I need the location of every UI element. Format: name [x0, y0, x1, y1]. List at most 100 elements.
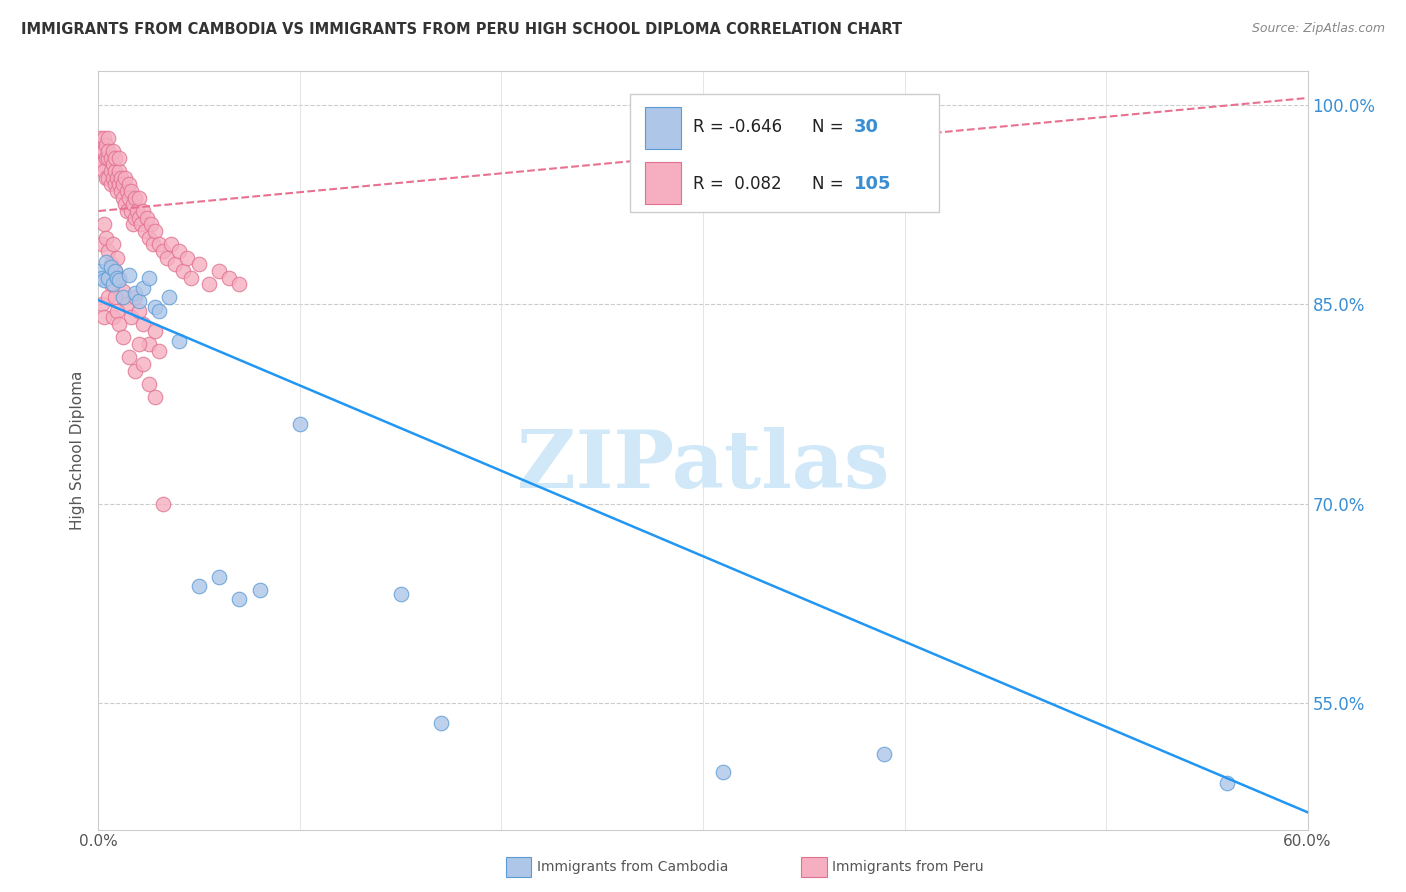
FancyBboxPatch shape — [645, 107, 682, 149]
Point — [89, 151, 111, 165]
Point — [100, 178, 122, 192]
Point — [101, 310, 124, 325]
Point — [120, 204, 142, 219]
Point — [100, 260, 122, 274]
Point — [103, 178, 125, 192]
Point — [118, 268, 141, 282]
Point — [107, 270, 129, 285]
Point — [118, 351, 141, 365]
Point — [198, 277, 221, 292]
Text: ZIPatlas: ZIPatlas — [517, 426, 889, 505]
Point — [91, 137, 114, 152]
Point — [124, 286, 146, 301]
Point — [96, 151, 118, 165]
Point — [101, 277, 124, 292]
Point — [115, 204, 138, 219]
Text: 105: 105 — [855, 175, 891, 193]
Point — [96, 137, 118, 152]
Point — [103, 264, 125, 278]
Point — [96, 254, 118, 268]
Point — [107, 164, 129, 178]
Point — [114, 170, 136, 185]
Point — [430, 716, 453, 731]
Point — [97, 270, 120, 285]
Point — [128, 303, 150, 318]
Point — [188, 579, 211, 593]
Point — [110, 170, 132, 185]
Point — [128, 211, 150, 225]
Point — [107, 151, 129, 165]
Text: N =: N = — [811, 119, 849, 136]
Point — [138, 270, 160, 285]
Point — [101, 157, 124, 171]
Point — [96, 270, 118, 285]
Point — [228, 592, 250, 607]
Point — [97, 131, 120, 145]
Point — [100, 164, 122, 178]
Point — [152, 244, 174, 258]
Point — [100, 277, 122, 292]
Y-axis label: High School Diploma: High School Diploma — [69, 371, 84, 530]
Text: R = -0.646: R = -0.646 — [693, 119, 783, 136]
Point — [115, 297, 138, 311]
Text: N =: N = — [811, 175, 849, 193]
Text: Immigrants from Peru: Immigrants from Peru — [832, 860, 984, 874]
Point — [91, 270, 114, 285]
Point — [120, 310, 142, 325]
Point — [208, 264, 231, 278]
Point — [103, 164, 125, 178]
Point — [167, 334, 190, 349]
Point — [101, 237, 124, 252]
Point — [1216, 776, 1239, 790]
Point — [124, 211, 146, 225]
Point — [124, 364, 146, 378]
Point — [208, 570, 231, 584]
Point — [124, 291, 146, 305]
Point — [97, 244, 120, 258]
Point — [91, 144, 114, 158]
Point — [97, 151, 120, 165]
Point — [115, 184, 138, 198]
Point — [111, 330, 134, 344]
Point — [228, 277, 250, 292]
Point — [96, 230, 118, 244]
Point — [100, 151, 122, 165]
Point — [134, 224, 156, 238]
Point — [111, 191, 134, 205]
Point — [711, 765, 734, 780]
Point — [101, 170, 124, 185]
Point — [121, 197, 143, 211]
Point — [138, 337, 160, 351]
Text: Immigrants from Cambodia: Immigrants from Cambodia — [537, 860, 728, 874]
Point — [89, 131, 111, 145]
Point — [143, 390, 166, 404]
Text: 30: 30 — [855, 119, 879, 136]
Point — [152, 497, 174, 511]
Point — [91, 297, 114, 311]
Point — [93, 310, 115, 325]
Point — [107, 273, 129, 287]
Point — [97, 144, 120, 158]
Point — [188, 257, 211, 271]
Point — [128, 191, 150, 205]
Point — [107, 178, 129, 192]
Point — [132, 281, 155, 295]
Point — [143, 324, 166, 338]
Point — [218, 270, 240, 285]
Point — [97, 291, 120, 305]
Point — [93, 273, 115, 287]
Point — [156, 251, 179, 265]
Point — [124, 191, 146, 205]
Text: R =  0.082: R = 0.082 — [693, 175, 782, 193]
Point — [873, 747, 896, 761]
Point — [142, 237, 165, 252]
Point — [105, 270, 128, 285]
Point — [103, 151, 125, 165]
Point — [138, 376, 160, 391]
Point — [91, 237, 114, 252]
Point — [120, 184, 142, 198]
Text: Source: ZipAtlas.com: Source: ZipAtlas.com — [1251, 22, 1385, 36]
Point — [111, 291, 134, 305]
Text: IMMIGRANTS FROM CAMBODIA VS IMMIGRANTS FROM PERU HIGH SCHOOL DIPLOMA CORRELATION: IMMIGRANTS FROM CAMBODIA VS IMMIGRANTS F… — [21, 22, 903, 37]
Point — [148, 237, 170, 252]
